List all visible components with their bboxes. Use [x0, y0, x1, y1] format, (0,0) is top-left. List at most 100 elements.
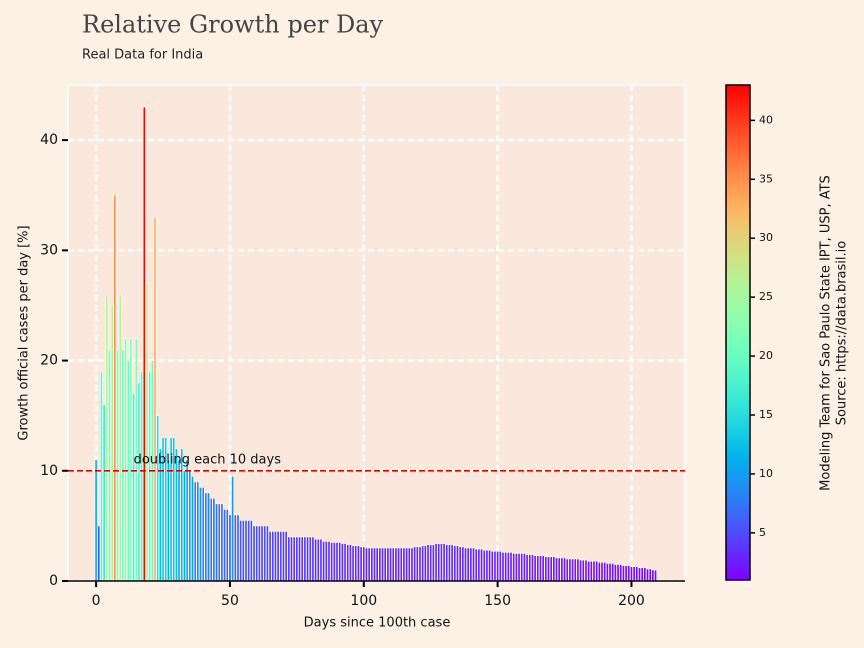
bar [282, 531, 285, 582]
bar [501, 552, 505, 582]
bar [268, 531, 272, 582]
bar [340, 543, 344, 582]
bar [94, 459, 98, 582]
bar [595, 560, 599, 582]
bar [383, 547, 387, 582]
bar [571, 558, 575, 582]
bar [373, 547, 376, 582]
colorbar-tick-label: 30 [759, 231, 773, 244]
bar [381, 547, 384, 582]
bar [265, 525, 269, 582]
bar [584, 559, 588, 582]
bar [274, 531, 277, 582]
bar [153, 216, 157, 582]
bar [587, 560, 591, 582]
bar [579, 559, 583, 582]
bar [426, 544, 430, 582]
y-tick-label: 30 [40, 242, 58, 258]
bar [311, 536, 315, 582]
bar [589, 560, 593, 582]
bar [346, 544, 350, 582]
bar [488, 549, 492, 582]
bar [453, 545, 457, 582]
bar [624, 565, 628, 582]
bar [375, 547, 379, 582]
bar [145, 283, 149, 582]
bar [370, 547, 374, 582]
bar [557, 557, 561, 582]
bar [437, 543, 441, 582]
bar [191, 475, 194, 582]
bar [394, 547, 398, 582]
bar [439, 543, 443, 582]
reference-label: doubling each 10 days [134, 452, 282, 467]
bar [231, 475, 235, 582]
bar [220, 503, 224, 582]
bar [276, 531, 280, 582]
bar [378, 547, 382, 582]
bar [466, 547, 470, 582]
bar [113, 194, 117, 582]
bar [504, 552, 508, 582]
bar [415, 546, 419, 582]
x-axis-label: Days since 100th case [304, 616, 451, 631]
bar [405, 547, 409, 582]
bar [284, 531, 288, 582]
bar [474, 548, 478, 582]
bar [292, 536, 296, 582]
bar [522, 553, 526, 582]
bar [563, 557, 566, 582]
bar [389, 547, 392, 582]
colorbar [725, 84, 751, 581]
bar [212, 498, 216, 582]
bar [303, 536, 307, 582]
bar [410, 547, 414, 582]
bar [180, 448, 184, 582]
bar [603, 561, 607, 582]
bar [124, 338, 127, 582]
bar [158, 448, 162, 582]
y-tick-label: 40 [40, 132, 58, 148]
bar [97, 525, 101, 582]
bar [196, 481, 200, 582]
bar [257, 525, 261, 582]
bar [156, 415, 160, 582]
bar [456, 545, 459, 582]
bar [576, 558, 580, 582]
bar [421, 545, 425, 582]
bar [255, 525, 259, 582]
bar [418, 546, 422, 582]
bar [343, 543, 347, 582]
bar [327, 541, 331, 582]
bar [316, 538, 320, 582]
bar [530, 554, 534, 582]
bar [413, 546, 417, 582]
bar [597, 561, 601, 582]
source-line: Modeling Team for Sao Paulo State IPT, U… [819, 175, 834, 491]
bar [469, 547, 473, 582]
bar [279, 531, 283, 582]
bar [260, 525, 264, 582]
colorbar-tick-label: 25 [759, 290, 773, 303]
bar [236, 514, 240, 582]
bar [450, 544, 454, 582]
bar [654, 569, 657, 582]
bar [445, 544, 449, 582]
bar [498, 550, 502, 582]
source-line: Source: https://data.brasil.io [835, 241, 850, 425]
bar [552, 556, 556, 582]
bar [215, 503, 218, 582]
bar [228, 514, 232, 582]
bar [514, 553, 518, 582]
bar [348, 544, 352, 582]
bar [241, 520, 245, 582]
bar [295, 536, 299, 582]
bar [517, 553, 521, 582]
bar [183, 470, 186, 582]
bar [616, 564, 620, 582]
bar [608, 563, 612, 582]
bar [223, 509, 227, 582]
bar [399, 547, 403, 582]
bar [137, 382, 141, 582]
bar [322, 541, 326, 582]
